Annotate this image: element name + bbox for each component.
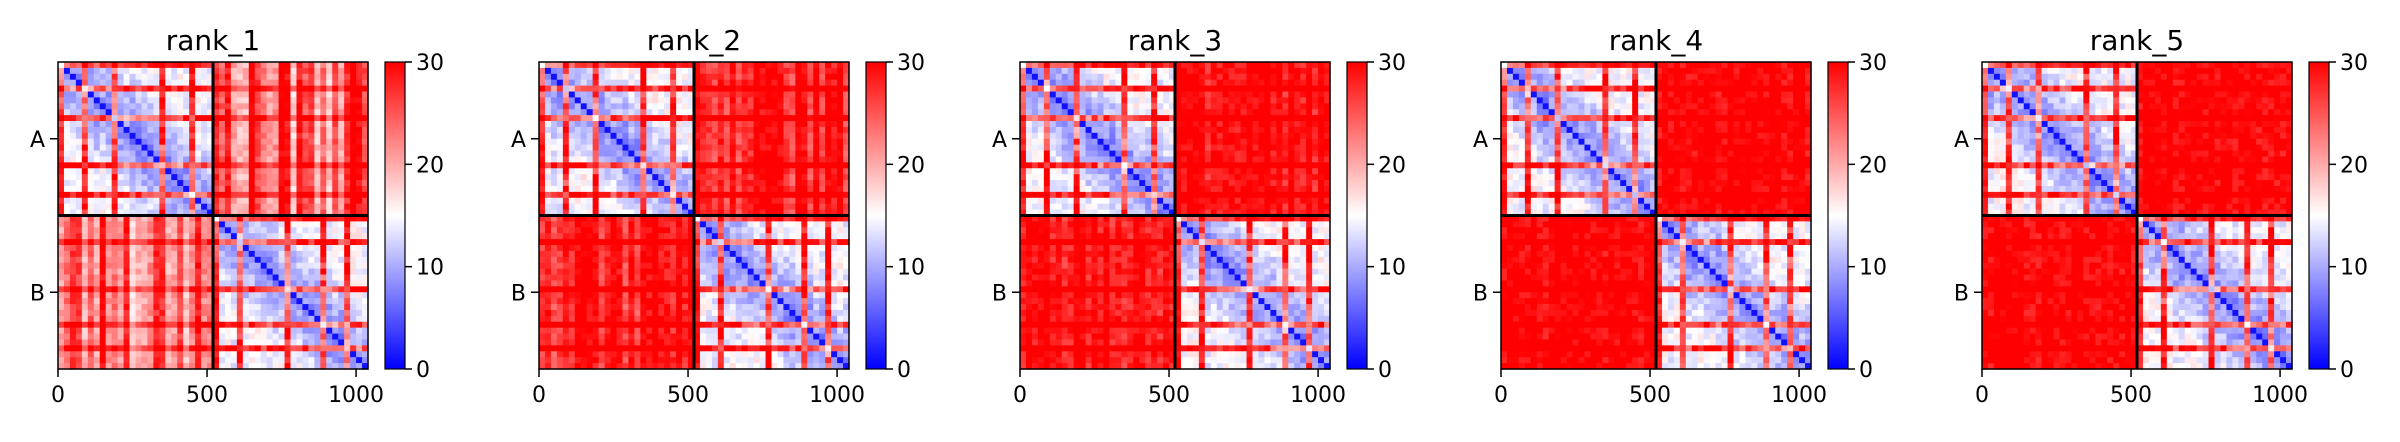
colorbar-tick-label: 20 bbox=[1859, 153, 1887, 178]
x-tick-label: 500 bbox=[1148, 383, 1190, 408]
x-tick-label: 500 bbox=[186, 383, 228, 408]
heatmap-panel-2: rank_2 A B 0 500 1000 0 10 20 30 bbox=[511, 24, 925, 408]
y-tick-label: A bbox=[30, 128, 45, 153]
panel-title: rank_3 bbox=[1128, 24, 1222, 57]
y-tick-label: A bbox=[511, 128, 526, 153]
colorbar-tick-label: 20 bbox=[2340, 153, 2368, 178]
x-tick-label: 1000 bbox=[809, 383, 865, 408]
colorbar bbox=[866, 62, 886, 369]
panel-title: rank_4 bbox=[1609, 24, 1703, 57]
y-tick-label: A bbox=[1473, 128, 1488, 153]
colorbar-tick-label: 10 bbox=[1859, 256, 1887, 281]
y-tick-label: B bbox=[30, 281, 45, 306]
y-tick-label: B bbox=[1473, 281, 1488, 306]
panel-title: rank_2 bbox=[647, 24, 741, 57]
colorbar bbox=[2309, 62, 2329, 369]
x-tick-label: 1000 bbox=[2252, 383, 2308, 408]
colorbar-tick-label: 20 bbox=[897, 153, 925, 178]
x-tick-label: 1000 bbox=[328, 383, 384, 408]
heatmap-panel-3: rank_3 A B 0 500 1000 0 10 20 30 bbox=[992, 24, 1406, 408]
x-tick-label: 0 bbox=[1494, 383, 1508, 408]
heatmap-panel-1: rank_1 A B 0 500 1000 0 10 20 30 bbox=[30, 24, 444, 408]
x-tick-label: 1000 bbox=[1771, 383, 1827, 408]
x-tick-label: 0 bbox=[1013, 383, 1027, 408]
x-tick-label: 1000 bbox=[1290, 383, 1346, 408]
x-tick-label: 500 bbox=[667, 383, 709, 408]
panel-title: rank_1 bbox=[166, 24, 260, 57]
colorbar-tick-label: 20 bbox=[1378, 153, 1406, 178]
y-tick-label: B bbox=[511, 281, 526, 306]
colorbar bbox=[385, 62, 405, 369]
x-tick-label: 0 bbox=[51, 383, 65, 408]
colorbar bbox=[1347, 62, 1367, 369]
colorbar-tick-label: 30 bbox=[416, 51, 444, 76]
colorbar-tick-label: 30 bbox=[2340, 51, 2368, 76]
colorbar-tick-label: 30 bbox=[897, 51, 925, 76]
colorbar-tick-label: 0 bbox=[897, 358, 911, 383]
y-tick-label: B bbox=[992, 281, 1007, 306]
colorbar-tick-label: 0 bbox=[2340, 358, 2354, 383]
x-tick-label: 500 bbox=[2110, 383, 2152, 408]
x-tick-label: 0 bbox=[1975, 383, 1989, 408]
x-tick-label: 500 bbox=[1629, 383, 1671, 408]
colorbar-tick-label: 30 bbox=[1859, 51, 1887, 76]
panel-title: rank_5 bbox=[2090, 24, 2184, 57]
colorbar bbox=[1828, 62, 1848, 369]
heatmap-panel-5: rank_5 A B 0 500 1000 0 10 20 30 bbox=[1954, 24, 2368, 408]
y-tick-label: A bbox=[1954, 128, 1969, 153]
colorbar-tick-label: 10 bbox=[2340, 256, 2368, 281]
colorbar-tick-label: 0 bbox=[1859, 358, 1873, 383]
y-tick-label: A bbox=[992, 128, 1007, 153]
x-tick-label: 0 bbox=[532, 383, 546, 408]
y-tick-label: B bbox=[1954, 281, 1969, 306]
colorbar-tick-label: 0 bbox=[416, 358, 430, 383]
colorbar-tick-label: 0 bbox=[1378, 358, 1392, 383]
colorbar-tick-label: 10 bbox=[897, 256, 925, 281]
heatmap-panel-4: rank_4 A B 0 500 1000 0 10 20 30 bbox=[1473, 24, 1887, 408]
colorbar-tick-label: 10 bbox=[416, 256, 444, 281]
colorbar-tick-label: 30 bbox=[1378, 51, 1406, 76]
colorbar-tick-label: 20 bbox=[416, 153, 444, 178]
colorbar-tick-label: 10 bbox=[1378, 256, 1406, 281]
